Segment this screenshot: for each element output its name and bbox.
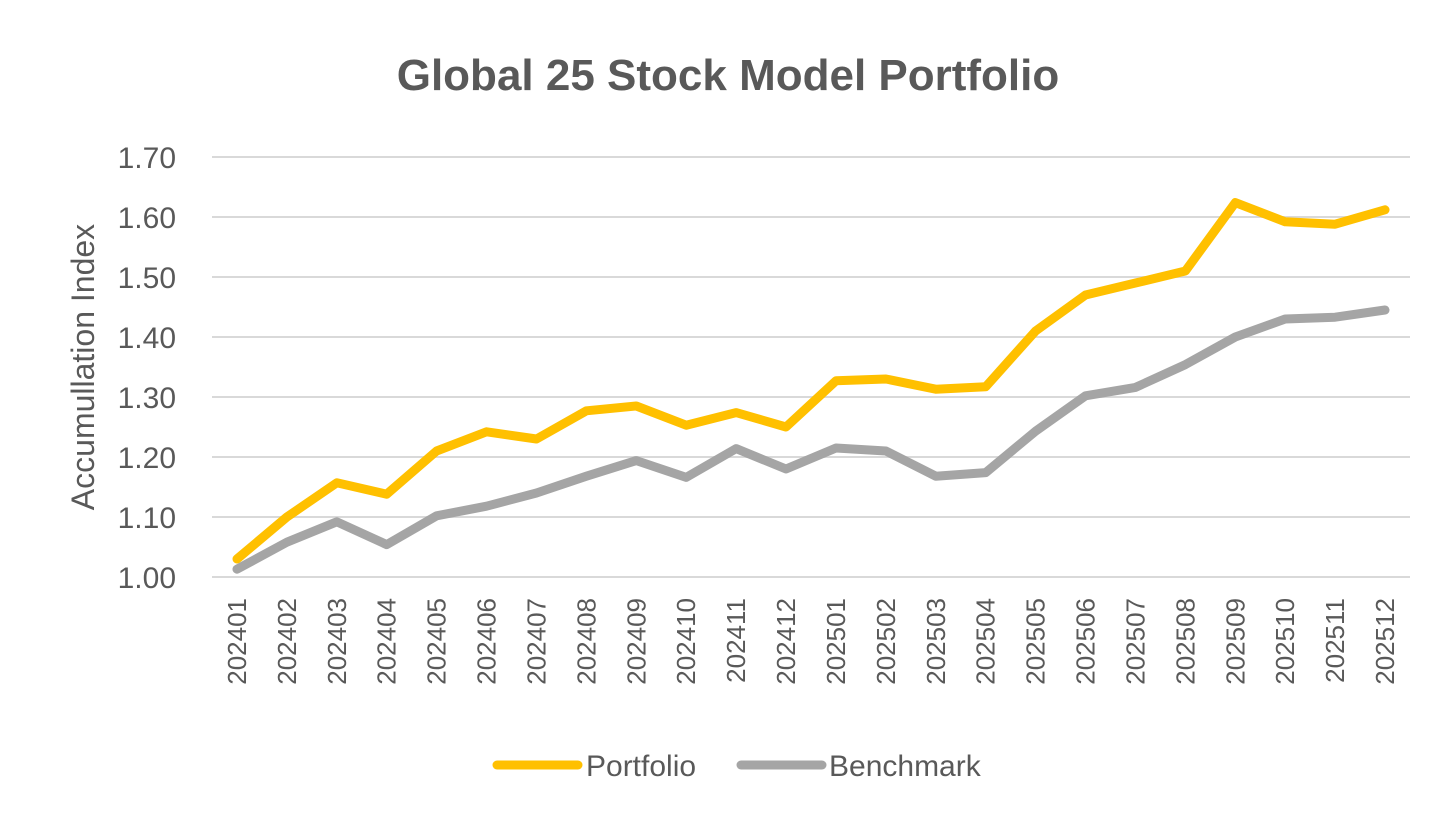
y-axis-ticks: 1.00 1.10 1.20 1.30 1.40 1.50 1.60 1.70 [118,142,176,595]
y-tick-label: 1.00 [118,562,176,595]
legend-label-benchmark: Benchmark [829,750,982,783]
y-tick-label: 1.50 [118,262,176,295]
x-tick-label: 202408 [571,598,601,685]
legend: Portfolio Benchmark [492,750,982,783]
x-tick-label: 202501 [821,598,851,685]
x-tick-label: 202407 [521,598,551,685]
x-axis-ticks: 202401 202402 202403 202404 202405 202406 2024… [222,598,1400,685]
series-line-portfolio [232,198,1390,564]
y-tick-label: 1.40 [118,322,176,355]
x-tick-label: 202401 [222,598,252,685]
x-tick-label: 202410 [671,598,701,685]
x-tick-label: 202512 [1370,598,1400,685]
x-tick-label: 202405 [422,598,452,685]
x-tick-label: 202412 [771,598,801,685]
x-tick-label: 202508 [1170,598,1200,685]
x-tick-label: 202509 [1220,598,1250,685]
x-tick-label: 202503 [921,598,951,685]
y-axis-label: Accumullation Index [65,224,101,510]
x-tick-label: 202409 [621,598,651,685]
y-tick-label: 1.70 [118,142,176,175]
gridlines [212,156,1410,578]
x-tick-label: 202402 [272,598,302,685]
series-line-benchmark [232,305,1390,574]
legend-label-portfolio: Portfolio [586,750,696,783]
x-tick-label: 202411 [721,598,751,683]
x-tick-label: 202502 [871,598,901,685]
x-tick-label: 202506 [1071,598,1101,685]
x-tick-label: 202404 [372,598,402,685]
x-tick-label: 202403 [322,598,352,685]
x-tick-label: 202406 [472,598,502,685]
y-tick-label: 1.10 [118,502,176,535]
chart-title: Global 25 Stock Model Portfolio [397,51,1060,100]
y-tick-label: 1.20 [118,442,176,475]
y-tick-label: 1.60 [118,202,176,235]
x-tick-label: 202505 [1021,598,1051,685]
x-tick-label: 202510 [1270,598,1300,685]
x-tick-label: 202507 [1120,598,1150,685]
x-tick-label: 202511 [1320,598,1350,683]
y-tick-label: 1.30 [118,382,176,415]
series-lines [232,198,1390,574]
x-tick-label: 202504 [971,598,1001,685]
